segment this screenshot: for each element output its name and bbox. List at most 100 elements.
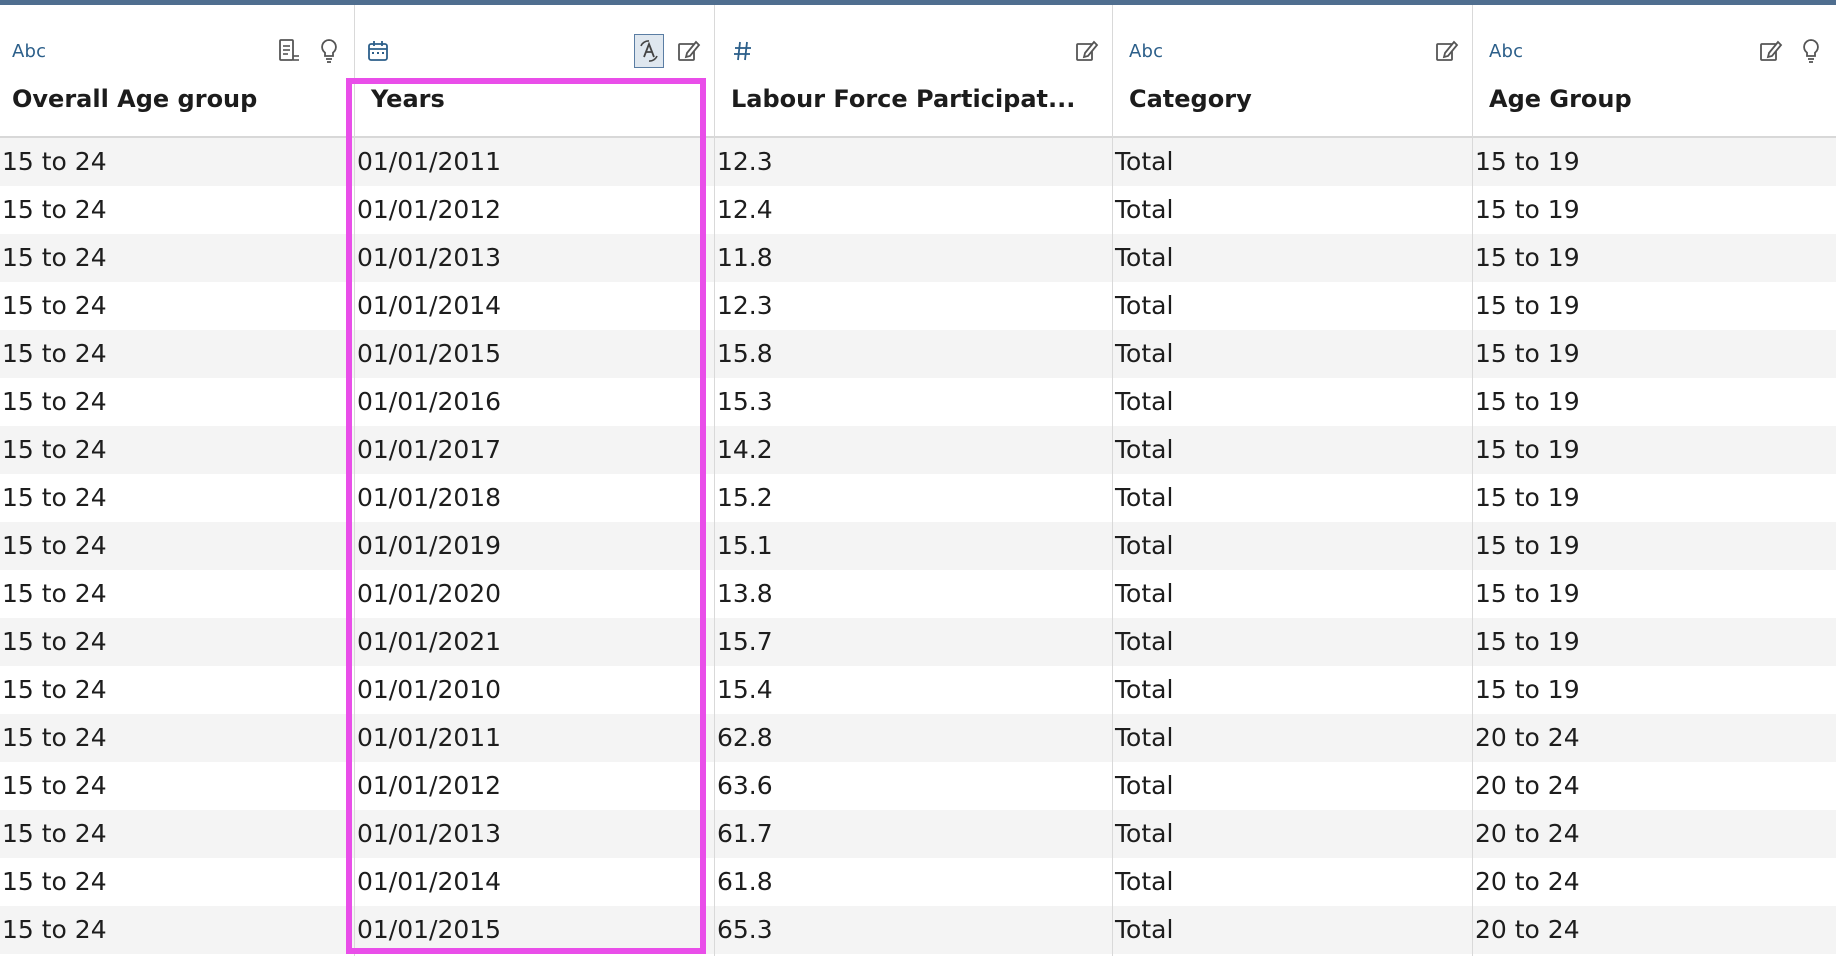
- table-cell[interactable]: 15 to 24: [0, 714, 354, 762]
- table-cell[interactable]: Total: [1113, 186, 1472, 234]
- lightbulb-icon[interactable]: [1796, 34, 1826, 68]
- lightbulb-icon[interactable]: [314, 34, 344, 68]
- table-cell[interactable]: 15 to 24: [0, 138, 354, 186]
- table-cell[interactable]: 15 to 24: [0, 858, 354, 906]
- column-title[interactable]: Labour Force Participat...: [731, 85, 1076, 113]
- table-cell[interactable]: Total: [1113, 426, 1472, 474]
- table-cell[interactable]: 15 to 19: [1473, 186, 1836, 234]
- table-cell[interactable]: 15.7: [715, 618, 1112, 666]
- column-title[interactable]: Years: [371, 85, 445, 113]
- table-cell[interactable]: 15.2: [715, 474, 1112, 522]
- string-type-icon[interactable]: Abc: [12, 40, 47, 62]
- string-type-icon[interactable]: Abc: [1129, 40, 1164, 62]
- table-cell[interactable]: 01/01/2017: [355, 426, 714, 474]
- table-cell[interactable]: Total: [1113, 666, 1472, 714]
- table-cell[interactable]: Total: [1113, 474, 1472, 522]
- table-cell[interactable]: 20 to 24: [1473, 714, 1836, 762]
- table-cell[interactable]: 61.7: [715, 810, 1112, 858]
- table-cell[interactable]: 01/01/2014: [355, 858, 714, 906]
- table-cell[interactable]: 15 to 19: [1473, 666, 1836, 714]
- details-icon[interactable]: [274, 34, 304, 68]
- column-title[interactable]: Category: [1129, 85, 1252, 113]
- table-cell[interactable]: 15 to 24: [0, 618, 354, 666]
- table-cell[interactable]: 13.8: [715, 570, 1112, 618]
- table-cell[interactable]: Total: [1113, 234, 1472, 282]
- table-cell[interactable]: 01/01/2012: [355, 762, 714, 810]
- table-cell[interactable]: 20 to 24: [1473, 810, 1836, 858]
- table-cell[interactable]: Total: [1113, 906, 1472, 954]
- table-cell[interactable]: 11.8: [715, 234, 1112, 282]
- table-cell[interactable]: 15 to 19: [1473, 138, 1836, 186]
- edit-icon[interactable]: [1072, 34, 1102, 68]
- table-cell[interactable]: 15 to 19: [1473, 474, 1836, 522]
- table-cell[interactable]: 15 to 24: [0, 282, 354, 330]
- number-type-icon[interactable]: [733, 40, 753, 62]
- table-cell[interactable]: 15 to 24: [0, 474, 354, 522]
- table-cell[interactable]: 15 to 24: [0, 906, 354, 954]
- column-title[interactable]: Overall Age group: [12, 85, 258, 113]
- table-cell[interactable]: 12.4: [715, 186, 1112, 234]
- table-cell[interactable]: 01/01/2013: [355, 810, 714, 858]
- table-cell[interactable]: Total: [1113, 330, 1472, 378]
- table-cell[interactable]: 01/01/2014: [355, 282, 714, 330]
- table-cell[interactable]: 01/01/2019: [355, 522, 714, 570]
- table-cell[interactable]: 12.3: [715, 282, 1112, 330]
- table-cell[interactable]: 20 to 24: [1473, 762, 1836, 810]
- table-cell[interactable]: Total: [1113, 138, 1472, 186]
- table-cell[interactable]: 01/01/2021: [355, 618, 714, 666]
- table-cell[interactable]: 15 to 19: [1473, 234, 1836, 282]
- table-cell[interactable]: 01/01/2015: [355, 330, 714, 378]
- calendar-icon[interactable]: [367, 40, 389, 62]
- table-cell[interactable]: 01/01/2018: [355, 474, 714, 522]
- table-cell[interactable]: 15.4: [715, 666, 1112, 714]
- table-cell[interactable]: 15 to 19: [1473, 522, 1836, 570]
- table-cell[interactable]: 01/01/2012: [355, 186, 714, 234]
- table-cell[interactable]: 12.3: [715, 138, 1112, 186]
- table-cell[interactable]: 15 to 24: [0, 810, 354, 858]
- table-cell[interactable]: 15 to 19: [1473, 378, 1836, 426]
- table-cell[interactable]: Total: [1113, 378, 1472, 426]
- table-cell[interactable]: 15 to 19: [1473, 330, 1836, 378]
- table-cell[interactable]: Total: [1113, 810, 1472, 858]
- table-cell[interactable]: 15.3: [715, 378, 1112, 426]
- table-cell[interactable]: 15 to 24: [0, 330, 354, 378]
- table-cell[interactable]: Total: [1113, 570, 1472, 618]
- column-header[interactable]: Abc Overall Age group: [0, 5, 354, 138]
- edit-icon[interactable]: [674, 34, 704, 68]
- table-cell[interactable]: 15.8: [715, 330, 1112, 378]
- table-cell[interactable]: 01/01/2010: [355, 666, 714, 714]
- table-cell[interactable]: 20 to 24: [1473, 906, 1836, 954]
- change-type-icon[interactable]: [634, 34, 664, 68]
- table-cell[interactable]: 15 to 24: [0, 186, 354, 234]
- table-cell[interactable]: Total: [1113, 522, 1472, 570]
- table-cell[interactable]: 01/01/2015: [355, 906, 714, 954]
- table-cell[interactable]: 01/01/2011: [355, 714, 714, 762]
- table-cell[interactable]: Total: [1113, 762, 1472, 810]
- table-cell[interactable]: 15 to 19: [1473, 426, 1836, 474]
- edit-icon[interactable]: [1432, 34, 1462, 68]
- table-cell[interactable]: 15 to 24: [0, 378, 354, 426]
- table-cell[interactable]: 15.1: [715, 522, 1112, 570]
- table-cell[interactable]: 15 to 24: [0, 570, 354, 618]
- table-cell[interactable]: Total: [1113, 714, 1472, 762]
- table-cell[interactable]: Total: [1113, 618, 1472, 666]
- table-cell[interactable]: 15 to 24: [0, 522, 354, 570]
- edit-icon[interactable]: [1756, 34, 1786, 68]
- column-title[interactable]: Age Group: [1489, 85, 1632, 113]
- table-cell[interactable]: 01/01/2016: [355, 378, 714, 426]
- table-cell[interactable]: 63.6: [715, 762, 1112, 810]
- table-cell[interactable]: 01/01/2013: [355, 234, 714, 282]
- table-cell[interactable]: 15 to 24: [0, 234, 354, 282]
- table-cell[interactable]: Total: [1113, 858, 1472, 906]
- column-header[interactable]: Abc Age Group: [1473, 5, 1836, 138]
- column-header[interactable]: Labour Force Participat...: [715, 5, 1112, 138]
- table-cell[interactable]: 15 to 24: [0, 666, 354, 714]
- table-cell[interactable]: 61.8: [715, 858, 1112, 906]
- table-cell[interactable]: Total: [1113, 282, 1472, 330]
- column-header[interactable]: Years: [355, 5, 714, 138]
- table-cell[interactable]: 14.2: [715, 426, 1112, 474]
- table-cell[interactable]: 01/01/2020: [355, 570, 714, 618]
- table-cell[interactable]: 65.3: [715, 906, 1112, 954]
- table-cell[interactable]: 01/01/2011: [355, 138, 714, 186]
- column-header[interactable]: Abc Category: [1113, 5, 1472, 138]
